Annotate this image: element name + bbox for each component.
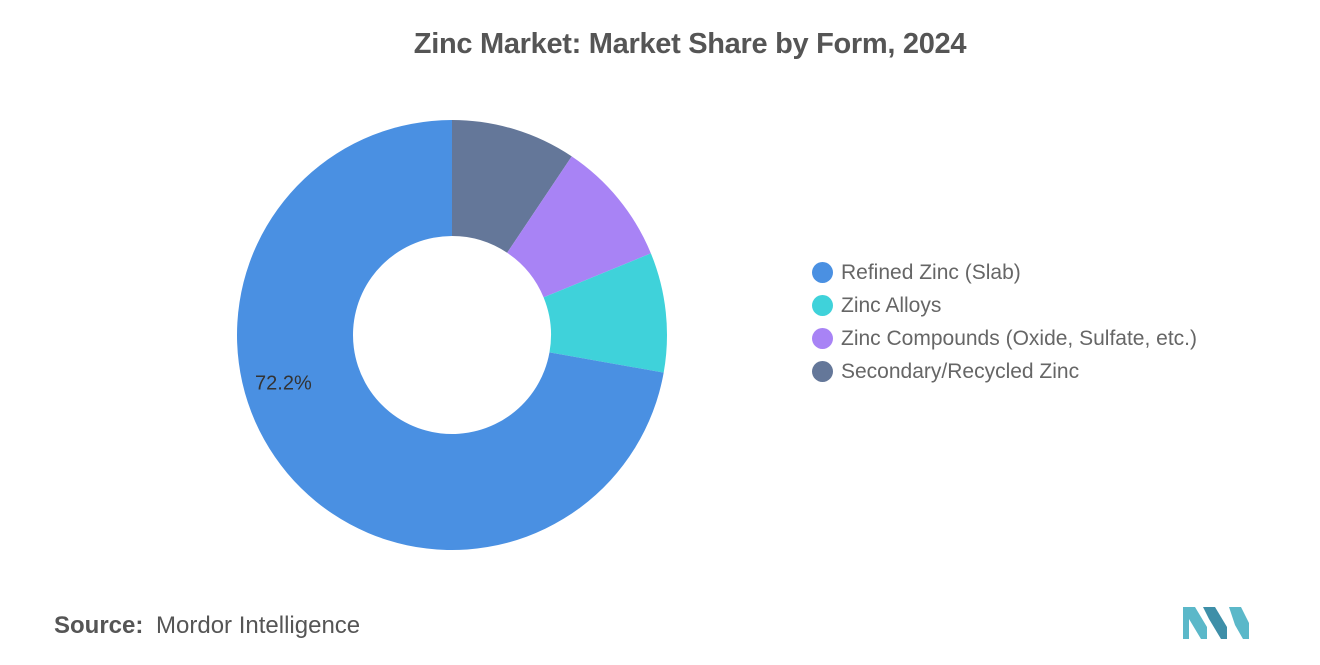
logo-shape-left	[1183, 607, 1207, 639]
legend-label: Zinc Compounds (Oxide, Sulfate, etc.)	[841, 326, 1197, 350]
legend-swatch	[812, 295, 833, 316]
logo-shape-middle	[1203, 607, 1227, 639]
data-label-refined-zinc: 72.2%	[255, 373, 312, 395]
legend-swatch	[812, 262, 833, 283]
legend-item-zinc-compounds: Zinc Compounds (Oxide, Sulfate, etc.)	[812, 322, 1197, 355]
legend-swatch	[812, 328, 833, 349]
legend-item-zinc-alloys: Zinc Alloys	[812, 289, 1197, 322]
legend-label: Secondary/Recycled Zinc	[841, 359, 1080, 383]
donut-slice-zinc-alloys	[543, 253, 667, 373]
legend-item-refined-zinc: Refined Zinc (Slab)	[812, 256, 1197, 289]
legend-label: Zinc Alloys	[841, 293, 942, 317]
mordor-intelligence-logo	[1183, 607, 1249, 639]
source-label: Source:	[54, 612, 144, 639]
donut-slice-secondary-recycled-zinc	[452, 120, 572, 253]
legend-label: Refined Zinc (Slab)	[841, 260, 1021, 284]
donut-slice-zinc-compounds-oxide-sulfate-etc	[507, 156, 651, 298]
legend: Refined Zinc (Slab) Zinc Alloys Zinc Com…	[812, 256, 1197, 388]
source-text: Mordor Intelligence	[156, 612, 361, 639]
donut-slice-refined-zinc-slab	[237, 120, 664, 550]
logo-shape-right	[1229, 607, 1249, 639]
source-line: Source: Mordor Intelligence	[54, 612, 360, 640]
chart-title: Zinc Market: Market Share by Form, 2024	[413, 28, 967, 60]
legend-item-secondary-recycled-zinc: Secondary/Recycled Zinc	[812, 355, 1197, 388]
legend-swatch	[812, 361, 833, 382]
